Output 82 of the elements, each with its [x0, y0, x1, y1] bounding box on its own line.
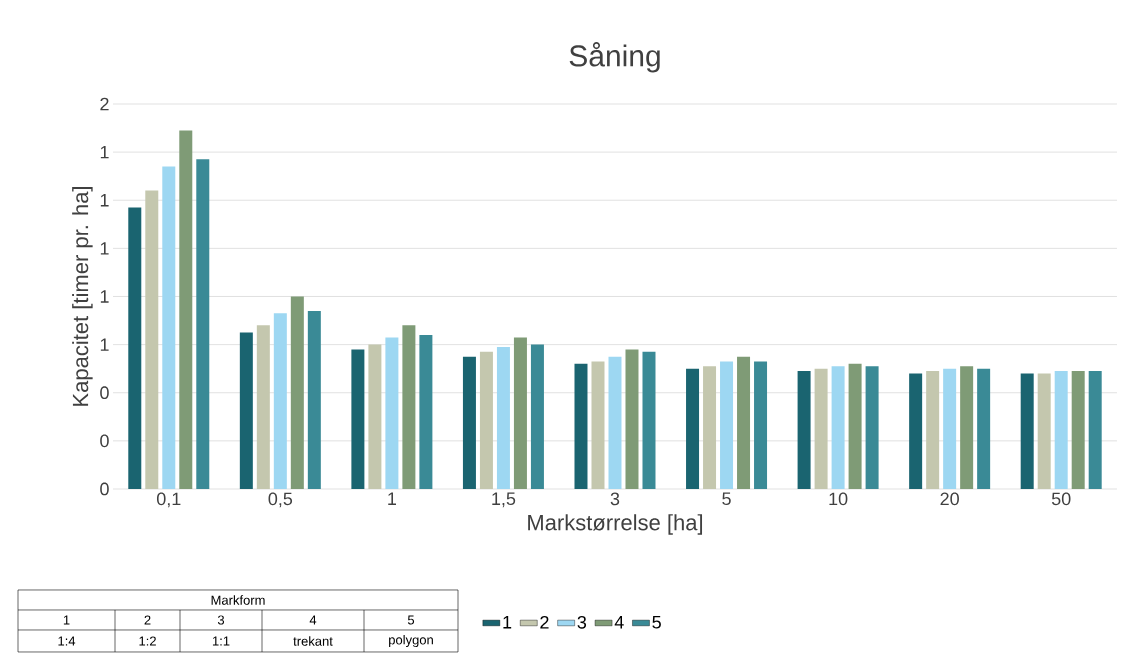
bar — [926, 371, 940, 489]
text: 1:4 — [58, 636, 76, 646]
y-axis-title: Kapacitet [timer pr. ha] — [72, 187, 93, 406]
legend-label: 2 — [540, 615, 549, 629]
y-tick-label: 0 — [100, 482, 109, 496]
x-tick-label: 0,5 — [268, 492, 293, 508]
bar — [574, 363, 588, 489]
bar — [530, 344, 544, 489]
x-tick-label: 3 — [610, 492, 620, 506]
text: trekant — [293, 636, 333, 646]
bar — [1037, 373, 1051, 489]
bar — [686, 368, 700, 489]
bar — [402, 325, 416, 489]
bar — [290, 296, 304, 489]
y-tick-label: 1 — [100, 194, 109, 207]
bar — [145, 190, 159, 489]
bar — [513, 337, 527, 489]
y-tick-label: 1 — [100, 242, 109, 255]
legend-label: 4 — [614, 616, 624, 629]
legend-label: 1 — [503, 616, 512, 629]
text: 1:1 — [212, 636, 230, 646]
text: Markform — [211, 595, 265, 605]
text: 5 — [407, 615, 415, 625]
bar — [831, 366, 845, 489]
bar — [591, 361, 605, 489]
bar — [943, 368, 957, 489]
text: polygon — [389, 634, 433, 648]
bar — [865, 366, 879, 489]
y-tick-label: 1 — [100, 290, 109, 303]
bar — [737, 356, 751, 489]
text: 2 — [144, 615, 151, 625]
y-tick-label: 1 — [100, 338, 109, 351]
bar — [1020, 373, 1034, 489]
y-tick-label: 1 — [100, 145, 109, 159]
bar — [642, 351, 656, 489]
bar — [977, 368, 991, 489]
bar — [797, 371, 811, 489]
bar — [960, 366, 974, 489]
bar — [909, 373, 923, 489]
bar — [1088, 371, 1102, 489]
text: 1 — [63, 615, 70, 625]
y-tick-label: 2 — [100, 97, 109, 111]
bar — [368, 344, 382, 489]
x-axis-title: Markstørrelse [ha] — [528, 514, 703, 535]
bar — [496, 347, 510, 489]
text: 3 — [217, 615, 225, 625]
x-tick-label: 1 — [388, 492, 397, 505]
chart-title: Såning — [569, 42, 660, 73]
y-tick-label: 0 — [100, 434, 109, 448]
legend-label: 5 — [652, 616, 661, 629]
bar — [128, 207, 142, 489]
bar — [703, 366, 717, 489]
y-tick-label: 0 — [100, 386, 109, 400]
bar — [419, 334, 433, 489]
bar — [196, 159, 210, 489]
bar — [848, 363, 862, 489]
bar — [307, 310, 321, 489]
bar — [720, 361, 734, 489]
bar — [239, 332, 253, 489]
x-tick-label: 20 — [940, 492, 959, 506]
bar — [385, 337, 399, 489]
x-tick-label: 1,5 — [492, 492, 516, 508]
bar — [754, 361, 768, 489]
bar — [179, 130, 193, 489]
x-tick-label: 5 — [722, 492, 731, 506]
bar — [608, 356, 622, 489]
text: 4 — [309, 615, 317, 625]
bar — [273, 313, 287, 489]
bar — [351, 349, 365, 489]
x-tick-label: 0,1 — [156, 492, 181, 508]
bar — [462, 356, 476, 489]
bar — [814, 368, 828, 489]
bar — [256, 325, 270, 489]
bar — [479, 351, 493, 489]
bar — [1054, 371, 1068, 489]
x-tick-label: 50 — [1051, 492, 1071, 506]
bar — [625, 349, 639, 489]
x-tick-label: 10 — [829, 492, 848, 506]
text: 1:2 — [139, 636, 156, 646]
bar — [1071, 371, 1085, 489]
bar — [162, 166, 176, 489]
legend-label: 3 — [577, 615, 587, 629]
